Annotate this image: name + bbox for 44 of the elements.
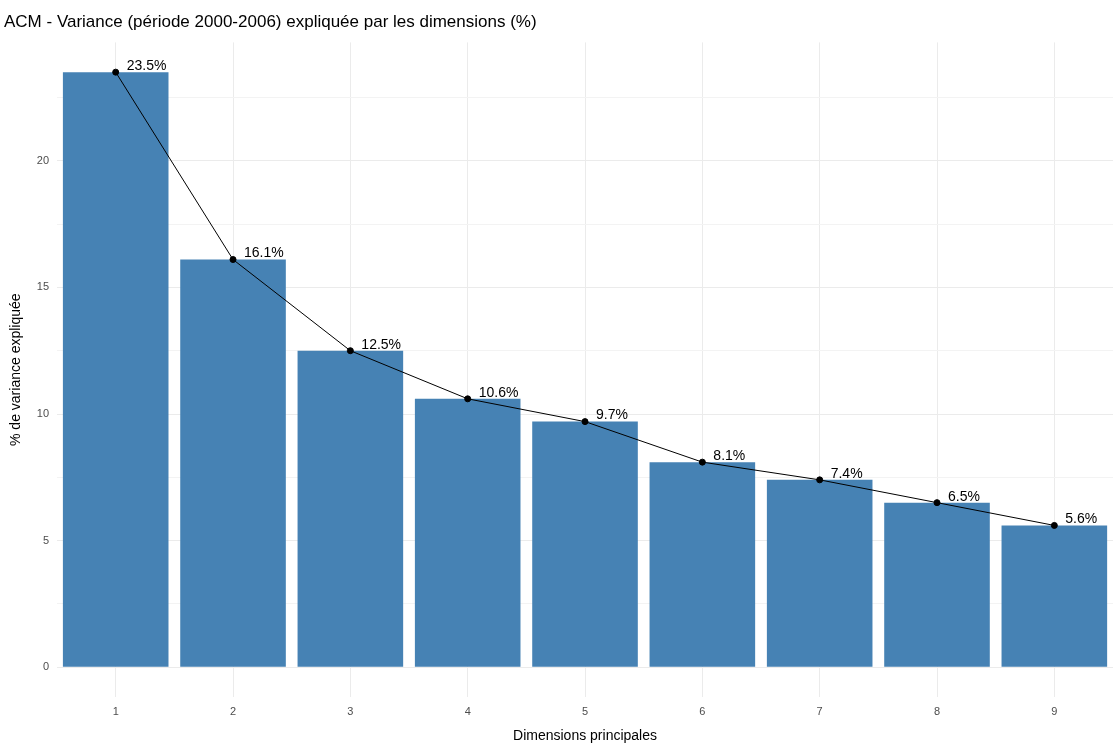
data-label: 8.1%: [713, 446, 746, 463]
chart-title: ACM - Variance (période 2000-2006) expliquée par les dimensions (%): [4, 11, 537, 31]
point: [464, 395, 472, 403]
point: [112, 68, 120, 76]
y-tick-label: 10: [36, 407, 50, 420]
point: [229, 256, 237, 264]
data-label: 10.6%: [478, 383, 519, 400]
x-tick-label: 2: [229, 704, 237, 717]
y-tick-label: 20: [36, 153, 50, 166]
x-tick-label: 5: [581, 704, 589, 717]
point: [698, 458, 706, 466]
y-axis-title: % de variance expliquée: [7, 293, 24, 446]
x-tick-label: 3: [347, 704, 354, 717]
bar: [884, 502, 990, 667]
data-label: 7.4%: [830, 464, 863, 481]
y-tick-label: 5: [42, 533, 50, 546]
x-tick-label: 4: [464, 704, 471, 717]
y-tick-label: 0: [42, 660, 50, 673]
bar: [649, 462, 756, 667]
x-axis-title: Dimensions principales: [513, 727, 657, 744]
data-label: 16.1%: [244, 244, 284, 261]
y-tick-label: 15: [36, 280, 50, 293]
point: [933, 499, 941, 507]
bar: [1001, 525, 1108, 667]
point: [1050, 521, 1058, 529]
x-tick-label: 1: [112, 704, 119, 717]
x-tick-label: 7: [816, 704, 823, 717]
point: [816, 476, 824, 484]
bar: [62, 72, 169, 667]
bar: [766, 479, 873, 667]
x-tick-label: 9: [1051, 704, 1058, 717]
point: [346, 347, 354, 355]
x-tick-label: 8: [933, 704, 941, 717]
bar: [180, 259, 286, 667]
data-label: 9.7%: [596, 406, 628, 423]
data-label: 5.6%: [1065, 510, 1098, 527]
data-label: 6.5%: [948, 487, 980, 504]
data-label: 23.5%: [126, 57, 167, 74]
bar: [532, 421, 638, 667]
point: [581, 418, 589, 426]
x-tick-label: 6: [699, 704, 706, 717]
bar: [414, 398, 521, 667]
bar: [297, 350, 404, 667]
data-label: 12.5%: [361, 335, 402, 352]
